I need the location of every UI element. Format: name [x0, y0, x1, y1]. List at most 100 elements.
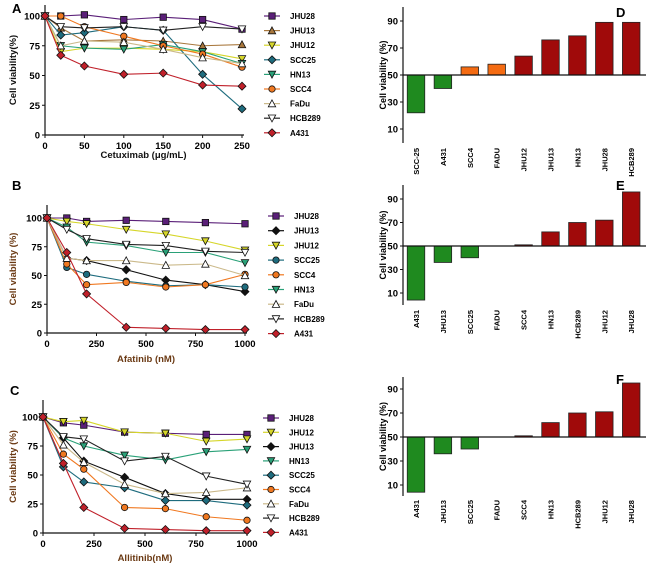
data-point	[120, 479, 129, 488]
series-line	[44, 15, 243, 65]
data-point	[201, 437, 211, 446]
series-scc4	[41, 12, 246, 71]
legend-label: FaDu	[289, 500, 309, 509]
panel-A: A 0 25 50 75 100 0 50 100 150 200 250 Cetuximab (μg/…	[8, 1, 321, 161]
y-tick-label: 70	[387, 44, 398, 55]
data-point	[121, 265, 131, 275]
data-point	[59, 440, 68, 449]
data-point	[121, 225, 131, 235]
y-tick-label: 70	[387, 409, 398, 420]
bar	[406, 74, 426, 114]
series-scc4	[43, 214, 249, 291]
y-tick-label: 0	[35, 131, 40, 142]
data-point	[161, 260, 171, 269]
legend-marker	[267, 26, 277, 35]
legend-marker	[267, 55, 277, 65]
data-point	[201, 487, 211, 497]
y-tick-label: 50	[387, 433, 398, 444]
legend-label: JHU28	[289, 414, 314, 423]
data-point	[201, 495, 211, 506]
series-a431	[40, 11, 247, 91]
legend-label: FaDu	[290, 100, 310, 109]
category-label: HCB289	[573, 310, 582, 339]
data-point	[161, 452, 170, 461]
data-point	[161, 323, 171, 333]
data-point	[79, 457, 89, 466]
data-point	[161, 429, 170, 438]
legend-label: JHU28	[294, 212, 319, 221]
series-line	[42, 416, 247, 435]
category-label: JHU28	[600, 148, 609, 171]
panel-label: E	[616, 178, 625, 193]
legend-label: HCB289	[290, 114, 321, 123]
data-point	[161, 489, 170, 498]
data-point	[80, 24, 89, 33]
bar	[595, 411, 614, 438]
y-tick-label: 50	[27, 471, 38, 482]
y-tick-label: 100	[26, 214, 42, 225]
data-point	[198, 23, 207, 32]
legend-item: JHU12	[264, 41, 315, 50]
legend-marker	[266, 442, 276, 452]
data-point	[38, 412, 48, 422]
series-line	[46, 217, 246, 277]
legend-marker	[271, 226, 281, 236]
bar	[460, 66, 479, 76]
legend-item: HN13	[264, 70, 311, 79]
y-axis-title: Cell viability (%)	[8, 233, 19, 306]
legend-label: A431	[289, 528, 309, 537]
data-point	[242, 435, 252, 444]
category-label: JHU12	[600, 500, 609, 523]
data-point	[198, 80, 208, 90]
data-point	[82, 256, 91, 265]
category-label: HN13	[547, 500, 556, 519]
bar	[541, 39, 560, 76]
legend-item: JHU13	[263, 442, 314, 452]
y-axis-title: Cell viability (%)	[378, 40, 388, 109]
y-tick-label: 50	[387, 242, 398, 253]
legend-marker	[266, 457, 276, 466]
data-point	[240, 248, 250, 258]
legend-item: A431	[268, 329, 314, 339]
y-axis-title: Cell viability (%)	[378, 402, 388, 471]
category-label: HN13	[547, 310, 556, 329]
category-label: SCC4	[520, 499, 529, 520]
y-tick-label: 10	[387, 289, 398, 300]
category-label: JHU28	[627, 500, 636, 523]
category-label: JHU13	[439, 310, 448, 333]
legend-item: HCB289	[268, 315, 325, 324]
data-point	[240, 324, 250, 335]
x-tick-label: 100	[116, 141, 132, 152]
bar	[406, 245, 426, 301]
legend-marker	[271, 315, 281, 324]
category-label: HN13	[573, 148, 582, 167]
legend-marker	[266, 514, 276, 523]
bar	[433, 74, 453, 89]
data-point	[242, 526, 252, 536]
legend-marker	[267, 485, 275, 494]
data-point	[42, 213, 52, 223]
y-tick-label: 75	[27, 442, 38, 453]
data-point	[121, 240, 131, 249]
panel-label: A	[12, 1, 22, 16]
x-tick-label: 1000	[236, 539, 257, 550]
series-a431	[38, 412, 252, 536]
legend-marker	[267, 99, 277, 108]
y-tick-label: 30	[387, 457, 398, 468]
data-point	[57, 12, 65, 20]
y-tick-label: 0	[33, 529, 38, 540]
category-label: SCC-25	[412, 148, 421, 175]
bar	[595, 219, 614, 247]
legend-marker	[272, 271, 280, 279]
x-tick-label: 0	[44, 339, 49, 350]
y-tick-label: 90	[387, 17, 398, 28]
data-point	[202, 513, 210, 521]
series-line	[46, 217, 246, 288]
category-label: A431	[412, 310, 421, 328]
data-point	[237, 59, 247, 68]
data-point	[122, 278, 130, 286]
data-point	[198, 53, 207, 62]
data-point	[59, 450, 68, 458]
data-point	[120, 451, 129, 460]
bar	[568, 412, 587, 438]
